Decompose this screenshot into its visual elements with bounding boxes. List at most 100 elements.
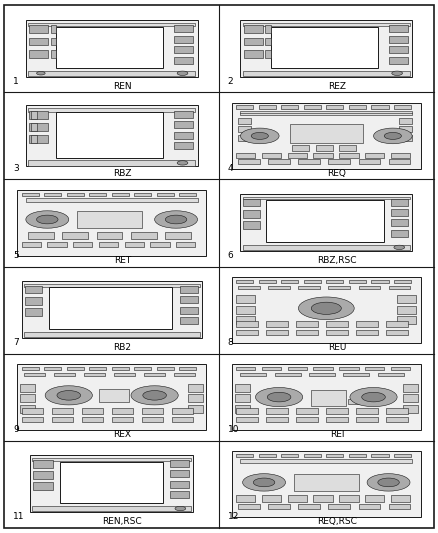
Circle shape [26,211,69,228]
Bar [397,306,417,313]
Bar [174,373,195,376]
Bar [386,321,408,327]
Bar [99,242,118,247]
Text: 4: 4 [228,164,233,173]
Bar [365,367,384,370]
Bar [67,367,84,370]
Bar [235,384,250,392]
Bar [30,455,193,512]
Bar [339,154,358,158]
Bar [243,245,410,250]
Bar [296,330,318,335]
Bar [157,192,174,196]
Bar [50,37,56,45]
Bar [174,56,193,63]
Bar [403,384,417,392]
Bar [389,504,410,510]
Bar [29,26,48,33]
Bar [29,37,48,45]
Circle shape [240,128,279,144]
Bar [243,23,410,26]
Bar [180,286,198,293]
Circle shape [384,132,401,140]
Bar [298,286,320,289]
Bar [21,281,202,338]
Bar [235,405,250,413]
Text: REX: REX [113,430,131,439]
Bar [28,232,54,239]
Bar [188,405,203,413]
Text: RBZ,RSC: RBZ,RSC [317,256,357,265]
Bar [236,106,253,109]
Bar [29,111,48,118]
Bar [240,194,412,251]
Bar [281,279,298,283]
Circle shape [311,302,341,314]
Bar [357,408,378,415]
Bar [371,106,389,109]
Text: REZ: REZ [328,82,346,91]
Bar [348,399,363,404]
Bar [259,454,276,457]
Text: REN: REN [113,82,132,91]
Bar [266,330,288,335]
Text: 2: 2 [228,77,233,86]
Bar [232,103,421,169]
Bar [174,132,193,139]
Bar [391,209,408,216]
Bar [180,306,198,313]
Bar [99,389,129,402]
Bar [339,496,358,502]
Bar [28,23,195,26]
Bar [244,26,263,33]
Circle shape [143,391,166,400]
Bar [271,27,378,68]
Bar [236,367,255,370]
Bar [265,26,271,33]
Bar [28,108,195,111]
Bar [326,106,343,109]
Bar [25,308,42,316]
Bar [62,232,88,239]
Bar [389,286,410,289]
Text: 5: 5 [13,251,19,260]
Bar [403,394,417,402]
Circle shape [367,474,410,491]
Bar [32,458,191,461]
Bar [240,111,412,115]
Bar [33,482,53,490]
Bar [144,373,166,376]
Bar [268,286,290,289]
Circle shape [37,215,58,224]
Bar [180,296,198,303]
Circle shape [166,215,187,224]
Bar [21,384,35,392]
Bar [112,367,129,370]
Bar [174,111,193,118]
Bar [304,106,321,109]
Bar [26,20,198,77]
Circle shape [37,71,45,75]
Bar [150,242,170,247]
Bar [262,367,281,370]
Bar [44,192,61,196]
Text: RET: RET [114,256,131,265]
Bar [243,71,410,76]
Bar [238,504,260,510]
Bar [142,417,163,422]
Bar [268,159,290,164]
Bar [326,454,343,457]
Bar [174,142,193,149]
Bar [394,106,411,109]
Bar [378,373,403,376]
Text: 10: 10 [228,425,239,434]
Bar [314,154,333,158]
Bar [236,330,258,335]
Bar [304,454,321,457]
Bar [357,321,378,327]
Bar [180,317,198,324]
Bar [288,154,307,158]
Bar [358,504,380,510]
Bar [389,56,408,63]
Bar [131,232,157,239]
